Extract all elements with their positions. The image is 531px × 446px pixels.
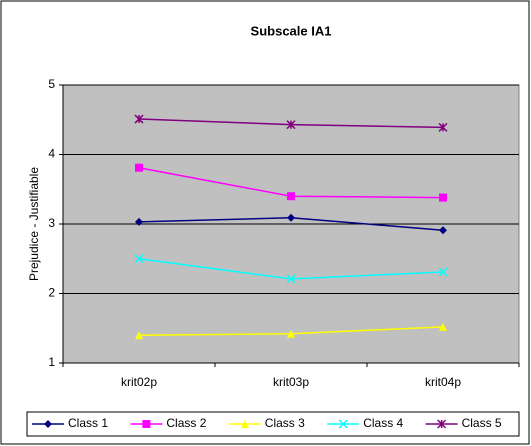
y-axis-label: Prejudice - Justifiable xyxy=(27,167,41,281)
y-tick-label: 2 xyxy=(48,286,55,300)
legend-box xyxy=(26,411,520,437)
marker xyxy=(135,217,143,226)
legend-label: Class 4 xyxy=(363,416,403,430)
marker xyxy=(286,274,296,284)
marker xyxy=(438,267,448,277)
marker xyxy=(135,163,143,172)
chart-title: Subscale IA1 xyxy=(251,23,332,38)
x-tick-label: krit03p xyxy=(273,375,309,389)
legend-label: Class 2 xyxy=(166,416,206,430)
marker xyxy=(134,114,144,124)
y-tick-label: 3 xyxy=(48,216,55,230)
legend-label: Class 3 xyxy=(265,416,305,430)
legend-label: Class 5 xyxy=(462,416,502,430)
marker xyxy=(286,120,296,130)
marker xyxy=(438,122,448,132)
legend: Class 1 Class 2 Class 3 Class 4 Class 5 xyxy=(26,411,520,437)
marker xyxy=(135,331,143,340)
marker xyxy=(142,420,151,428)
marker xyxy=(439,193,447,202)
y-tick-label: 1 xyxy=(48,355,55,369)
x-tick-label: krit04p xyxy=(425,375,461,389)
y-tick-label: 5 xyxy=(48,77,55,91)
marker xyxy=(439,322,447,331)
x-tick-label: krit02p xyxy=(121,375,157,389)
legend-label: Class 1 xyxy=(68,416,108,430)
marker xyxy=(287,329,295,338)
marker xyxy=(287,192,295,201)
marker xyxy=(437,419,447,429)
marker xyxy=(240,420,249,428)
marker xyxy=(287,213,295,222)
marker xyxy=(134,254,144,264)
marker xyxy=(44,420,52,428)
marker xyxy=(338,419,348,429)
y-tick-label: 4 xyxy=(48,147,55,161)
marker xyxy=(439,226,447,235)
